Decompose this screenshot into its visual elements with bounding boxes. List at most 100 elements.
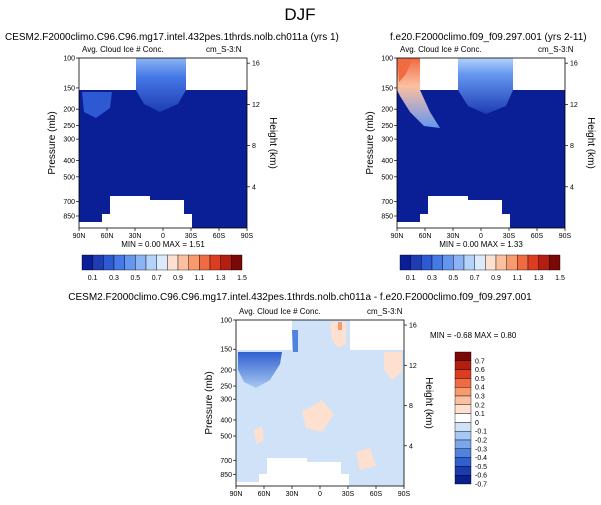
panel-2-ytick-label: 850 (381, 214, 393, 221)
panel-3-x-axis: 90N 60N 30N 0 30S 60S 90S (230, 486, 411, 498)
panel-3-colorbar-label: 0.7 (475, 358, 485, 365)
panel-2-colorbar-label: 0.7 (470, 275, 480, 282)
panel-2-rtick-label: 16 (570, 61, 578, 68)
panel-2-colorbar-swatch (527, 254, 539, 271)
panel-3-colorbar-label: -0.1 (475, 429, 487, 436)
panel-3-ytick-label: 300 (220, 397, 232, 404)
panel-3-colorbar-swatch (454, 369, 472, 379)
panel-1-xtick-label: 60S (213, 233, 226, 240)
panel-1-colorbar-swatch (188, 254, 200, 271)
panel-2-colorbar-swatch (463, 254, 475, 271)
panel-1-colorbar-label: 0.1 (88, 275, 98, 282)
panel-2-missing-top-right (513, 58, 565, 90)
panel-2-colorbar-swatch (495, 254, 507, 271)
panel-1-ylabel: Pressure (mb) (47, 111, 58, 174)
panel-1-colorbar-swatch (145, 254, 157, 271)
panel-1-xtick-label: 90S (241, 233, 254, 240)
panel-2-ytick-label: 300 (381, 137, 393, 144)
panel-3-right-ylabel: Height (km) (423, 377, 434, 429)
panel-1-y-axis: Pressure (mb) 100 150 200 250 300 400 500 700 85… (47, 56, 79, 221)
panel-1-right-label: cm_S-3:N (206, 45, 242, 54)
panel-2-colorbar-label: 0.3 (427, 275, 437, 282)
panel-2-ytick-label: 500 (381, 174, 393, 181)
panel-3-colorbar-label: -0.6 (475, 473, 487, 480)
panel-1-colorbar-swatch (209, 254, 221, 271)
panel-2-colorbar-swatch (506, 254, 518, 271)
panel-3-ylabel: Pressure (mb) (204, 371, 215, 434)
panel-1-colorbar-swatch (124, 254, 136, 271)
panel-1-colorbar-swatch (231, 254, 243, 271)
panel-2-ytick-label: 100 (381, 56, 393, 63)
panel-3-colorbar-label: 0.5 (475, 376, 485, 383)
panel-3-right-axis: Height (km) 16 12 8 4 (404, 323, 434, 450)
panel-3-xtick-label: 30N (286, 491, 299, 498)
panel-2-colorbar-swatch (474, 254, 486, 271)
panel-1-heatmap (78, 57, 248, 229)
panel-3-colorbar-swatch (454, 387, 472, 397)
panel-2-missing-top-left (420, 58, 458, 90)
panel-1-rtick-label: 12 (252, 102, 260, 109)
panel-3-y-axis: Pressure (mb) 100 150 200 250 300 400 500 700 85… (204, 318, 236, 479)
panel-3-colorbar-label: 0.3 (475, 394, 485, 401)
panel-1-xtick-label: 0 (161, 233, 165, 240)
panel-3-missing-top-right (350, 320, 404, 350)
panel-2-tropical-plume (458, 58, 513, 114)
panel-3-colorbar-swatch (454, 351, 472, 362)
panel-3-colorbar-swatch (454, 475, 472, 485)
panel-3-colorbar-swatch (454, 448, 472, 458)
panel-3-ytick-label: 150 (220, 347, 232, 354)
panel-1-right-axis: Height (km) 16 12 8 4 (247, 61, 278, 191)
panel-3-colorbar-label: 0.4 (475, 385, 485, 392)
panel-2-xtick-label: 60S (531, 233, 544, 240)
panel-1-colorbar-label: 1.1 (194, 275, 204, 282)
panel-3-colorbar-label: 0 (475, 420, 479, 427)
panel-1-ytick-label: 100 (63, 56, 75, 63)
panel-1-rtick-label: 8 (252, 143, 256, 150)
panel-3-colorbar-label: 0.2 (475, 402, 485, 409)
panel-2-xtick-label: 30N (447, 233, 460, 240)
panel-2-colorbar-label: 1.1 (512, 275, 522, 282)
panel-3-xtick-label: 90S (398, 491, 411, 498)
panel-3-xtick-label: 30S (342, 491, 355, 498)
panel-3-xtick-label: 60S (370, 491, 383, 498)
panel-3-rtick-label: 16 (409, 323, 417, 330)
panel-1-colorbar-swatch (92, 254, 104, 271)
panel-3-colorbar-label: -0.7 (475, 482, 487, 489)
panel-2-colorbar-label: 0.5 (448, 275, 458, 282)
panel-3-xtick-label: 0 (318, 491, 322, 498)
figure-title: DJF (284, 5, 315, 24)
panel-1-xtick-label: 30S (185, 233, 198, 240)
panel-3-colorbar-swatch (454, 457, 472, 467)
panel-3-colorbar-swatch (454, 431, 472, 441)
panel-1-colorbar-swatch (156, 254, 168, 271)
panel-1: CESM2.F2000climo.C96.C96.mg17.intel.432p… (5, 32, 339, 282)
panel-3-rtick-label: 12 (409, 363, 417, 370)
panel-3-title: CESM2.F2000climo.C96.C96.mg17.intel.432p… (68, 292, 532, 303)
panel-2-colorbar-swatch (549, 254, 561, 271)
panel-2-colorbar: 0.1 0.3 0.5 0.7 0.9 1.1 1.3 1.5 (399, 254, 565, 282)
panel-2-colorbar-swatch (442, 254, 454, 271)
panel-3-colorbar-label: -0.4 (475, 455, 487, 462)
panel-3-ytick-label: 100 (220, 318, 232, 325)
panel-1-ytick-label: 300 (63, 137, 75, 144)
panel-1-colorbar-label: 1.5 (237, 275, 247, 282)
panel-1-ytick-label: 500 (63, 174, 75, 181)
panel-2-rtick-label: 4 (570, 184, 574, 191)
panel-2-colorbar-swatch (410, 254, 422, 271)
panel-1-colorbar-swatch (113, 254, 125, 271)
panel-2-colorbar-label: 1.3 (534, 275, 544, 282)
panel-3-missing-top-left (236, 320, 292, 350)
panel-2-ytick-label: 700 (381, 199, 393, 206)
panel-3-pos-low-left (254, 426, 264, 444)
panel-1-ytick-label: 250 (63, 123, 75, 130)
panel-3: CESM2.F2000climo.C96.C96.mg17.intel.432p… (68, 292, 532, 498)
panel-3-colorbar-label: 0.1 (475, 411, 485, 418)
panel-3-colorbar-swatch (454, 466, 472, 476)
panel-1-colorbar-swatch (199, 254, 211, 271)
panel-1-tropical-plume (136, 58, 186, 112)
panel-1-xtick-label: 90N (73, 233, 86, 240)
panel-2-y-axis: Pressure (mb) 100 150 200 250 300 400 500 700 85… (365, 56, 397, 221)
panel-3-colorbar-label: -0.3 (475, 446, 487, 453)
panel-2-heatmap (396, 57, 566, 229)
panel-2-colorbar-swatch (485, 254, 497, 271)
